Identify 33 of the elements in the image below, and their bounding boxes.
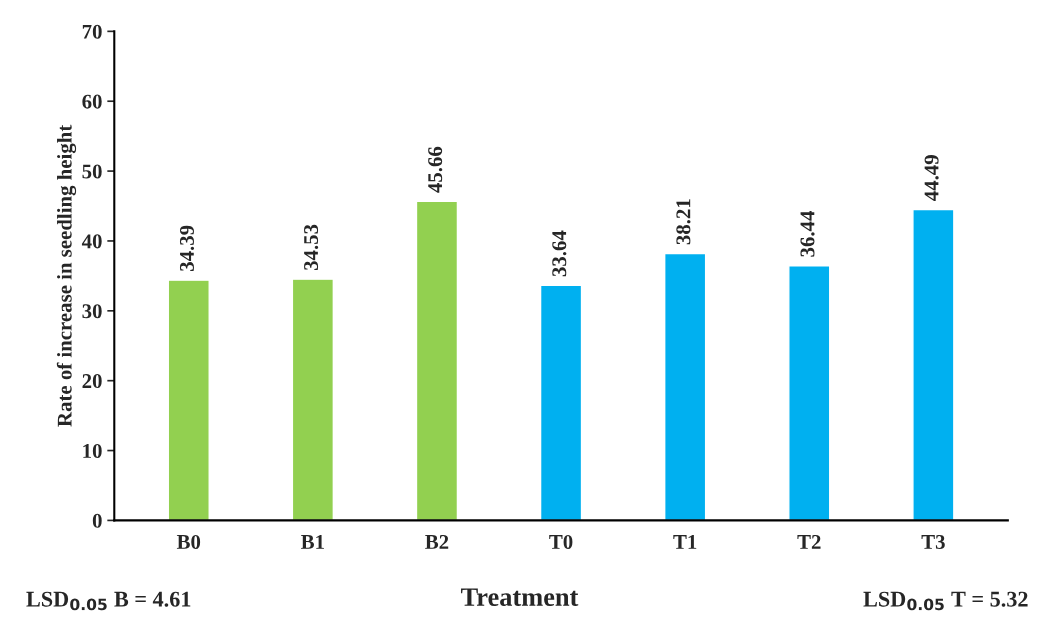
- data-label: 33.64: [552, 230, 567, 277]
- text: LSD$_{0.05}$ B = 4.61: [26, 591, 191, 611]
- y-tick-label: 60: [82, 94, 102, 109]
- y-axis-title: Rate of increase in seedling height: [56, 124, 77, 427]
- data-label: 44.49: [924, 155, 939, 201]
- x-tick-label: B0: [176, 534, 201, 549]
- data-label: 38.21: [676, 199, 691, 245]
- bar: [539, 284, 583, 521]
- x-tick-label: T3: [921, 534, 945, 549]
- bar: [912, 208, 955, 521]
- y-tick-label: 70: [82, 24, 102, 39]
- data-label: 34.53: [304, 224, 319, 271]
- y-tick-label: 20: [82, 374, 102, 389]
- bar: [788, 265, 831, 521]
- bar: [663, 252, 707, 521]
- bar: [291, 278, 335, 521]
- data-label: 34.39: [179, 225, 195, 272]
- x-tick-label: T1: [673, 535, 697, 549]
- text: LSD$_{0.05}$ T = 5.32: [863, 591, 1028, 611]
- y-tick-label: 10: [83, 443, 102, 458]
- x-tick-label: T2: [797, 534, 821, 549]
- y-tick-label: 0: [92, 513, 102, 528]
- y-tick-label: 50: [82, 164, 102, 179]
- bar: [415, 200, 459, 521]
- y-tick-label: 40: [81, 234, 102, 249]
- bar: [167, 279, 210, 521]
- x-tick-label: B1: [301, 535, 324, 549]
- data-label: 36.44: [800, 211, 815, 257]
- y-tick-label: 30: [82, 304, 102, 319]
- x-axis-title: Treatment: [461, 588, 579, 606]
- x-tick-label: T0: [549, 534, 573, 549]
- x-tick-label: B2: [425, 534, 449, 549]
- data-label: 45.66: [428, 146, 443, 193]
